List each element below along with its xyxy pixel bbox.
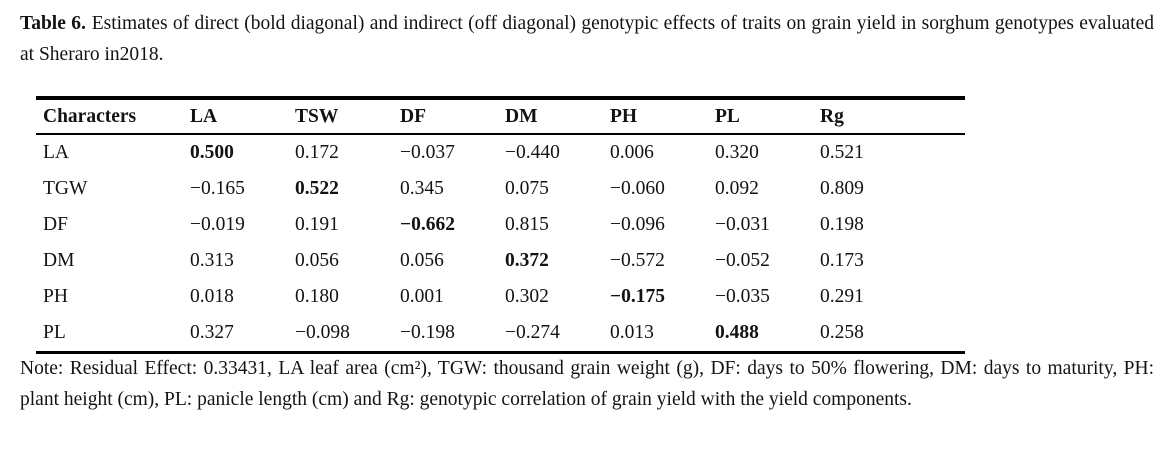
column-header-rg: Rg [820, 98, 965, 135]
row-label: DM [43, 250, 75, 271]
column-header-tsw: TSW [295, 98, 400, 135]
indirect-effect-cell: 0.191 [295, 214, 339, 235]
indirect-effect-cell: 0.056 [295, 250, 339, 271]
indirect-effect-cell: −0.037 [400, 142, 455, 163]
indirect-effect-cell: 0.313 [190, 250, 234, 271]
row-label: DF [43, 214, 68, 235]
column-header-ph: PH [610, 98, 715, 135]
indirect-effect-cell: −0.031 [715, 214, 770, 235]
table-row-la: LA 0.500 0.172 −0.037 −0.440 0.006 0.320 0.521 [36, 134, 965, 171]
indirect-effect-cell: −0.572 [610, 250, 665, 271]
column-header-dm: DM [505, 98, 610, 135]
indirect-effect-cell: 0.521 [820, 142, 864, 163]
indirect-effect-cell: 0.320 [715, 142, 759, 163]
indirect-effect-cell: 0.013 [610, 322, 654, 343]
table-row-tgw: TGW −0.165 0.522 0.345 0.075 −0.060 0.092 0.809 [36, 171, 965, 207]
table-row-dm: DM 0.313 0.056 0.056 0.372 −0.572 −0.052 0.173 [36, 243, 965, 279]
table-row-df: DF −0.019 0.191 −0.662 0.815 −0.096 −0.031 0.19… [36, 207, 965, 243]
indirect-effect-cell: 0.172 [295, 142, 339, 163]
indirect-effect-cell: 0.018 [190, 286, 234, 307]
indirect-effect-cell: 0.815 [505, 214, 549, 235]
table-note: Note: Residual Effect: 0.33431, LA leaf … [20, 358, 1154, 410]
direct-effect-cell: −0.662 [400, 214, 455, 235]
indirect-effect-cell: 0.198 [820, 214, 864, 235]
direct-effect-cell: 0.500 [190, 142, 234, 163]
row-label: TGW [43, 178, 88, 199]
indirect-effect-cell: 0.291 [820, 286, 864, 307]
genotypic-effects-table: Characters LA TSW DF DM PH PL Rg LA 0.500 0.172 −0… [36, 96, 965, 354]
indirect-effect-cell: −0.019 [190, 214, 245, 235]
column-header-df: DF [400, 98, 505, 135]
table-caption: Table 6. Estimates of direct (bold diagon… [20, 8, 1154, 70]
table-header-row: Characters LA TSW DF DM PH PL Rg [36, 98, 965, 135]
direct-effect-cell: 0.488 [715, 322, 759, 343]
indirect-effect-cell: −0.052 [715, 250, 770, 271]
indirect-effect-cell: −0.440 [505, 142, 560, 163]
indirect-effect-cell: −0.098 [295, 322, 350, 343]
table-row-ph: PH 0.018 0.180 0.001 0.302 −0.175 −0.035 0.291 [36, 279, 965, 315]
direct-effect-cell: 0.372 [505, 250, 549, 271]
indirect-effect-cell: 0.075 [505, 178, 549, 199]
indirect-effect-cell: −0.274 [505, 322, 560, 343]
table-body: LA 0.500 0.172 −0.037 −0.440 0.006 0.320 0.521 T… [36, 134, 965, 353]
indirect-effect-cell: 0.302 [505, 286, 549, 307]
column-header-la: LA [190, 98, 295, 135]
row-label: LA [43, 142, 69, 163]
row-label: PL [43, 322, 66, 343]
indirect-effect-cell: 0.258 [820, 322, 864, 343]
indirect-effect-cell: −0.060 [610, 178, 665, 199]
indirect-effect-cell: 0.001 [400, 286, 444, 307]
indirect-effect-cell: 0.006 [610, 142, 654, 163]
column-header-characters: Characters [36, 98, 190, 135]
direct-effect-cell: −0.175 [610, 286, 665, 307]
indirect-effect-cell: 0.327 [190, 322, 234, 343]
indirect-effect-cell: 0.345 [400, 178, 444, 199]
indirect-effect-cell: 0.173 [820, 250, 864, 271]
indirect-effect-cell: −0.165 [190, 178, 245, 199]
indirect-effect-cell: 0.180 [295, 286, 339, 307]
row-label: PH [43, 286, 68, 307]
indirect-effect-cell: 0.056 [400, 250, 444, 271]
indirect-effect-cell: 0.809 [820, 178, 864, 199]
indirect-effect-cell: −0.198 [400, 322, 455, 343]
direct-effect-cell: 0.522 [295, 178, 339, 199]
indirect-effect-cell: 0.092 [715, 178, 759, 199]
column-header-pl: PL [715, 98, 820, 135]
table-caption-label: Table 6. [20, 13, 86, 34]
table-caption-text: Estimates of direct (bold diagonal) and … [20, 13, 1154, 65]
indirect-effect-cell: −0.096 [610, 214, 665, 235]
table-row-pl: PL 0.327 −0.098 −0.198 −0.274 0.013 0.488 0.258 [36, 315, 965, 353]
indirect-effect-cell: −0.035 [715, 286, 770, 307]
